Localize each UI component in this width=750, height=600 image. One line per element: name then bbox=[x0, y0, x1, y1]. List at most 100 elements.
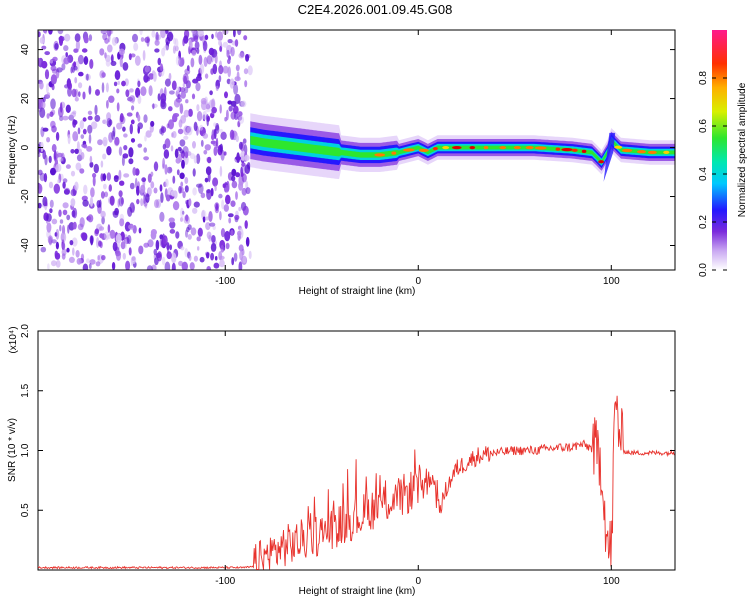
noise-speckle bbox=[139, 30, 143, 36]
noise-speckle bbox=[146, 265, 153, 270]
noise-speckle bbox=[81, 48, 88, 53]
noise-speckle bbox=[62, 242, 66, 250]
noise-speckle bbox=[123, 145, 128, 151]
noise-speckle bbox=[58, 35, 64, 46]
noise-speckle bbox=[198, 54, 203, 65]
noise-speckle bbox=[184, 86, 189, 94]
noise-speckle bbox=[203, 150, 208, 155]
noise-speckle bbox=[74, 77, 78, 84]
noise-speckle bbox=[87, 124, 93, 134]
noise-speckle bbox=[104, 118, 108, 126]
noise-speckle bbox=[183, 109, 190, 118]
snr-scale-label: (x10⁴) bbox=[8, 326, 19, 353]
noise-speckle bbox=[42, 127, 49, 132]
noise-speckle bbox=[197, 246, 200, 251]
noise-speckle bbox=[163, 149, 170, 159]
colorbar-tick-label: 0.6 bbox=[698, 119, 709, 133]
noise-speckle bbox=[235, 191, 238, 200]
noise-speckle bbox=[48, 30, 53, 35]
noise-speckle bbox=[71, 210, 76, 218]
noise-speckle bbox=[233, 30, 236, 38]
noise-speckle bbox=[88, 133, 92, 144]
noise-speckle bbox=[66, 214, 71, 221]
noise-speckle bbox=[226, 109, 229, 121]
noise-speckle bbox=[215, 85, 219, 92]
noise-speckle bbox=[247, 65, 253, 76]
ridge-hotspot bbox=[637, 150, 646, 154]
noise-speckle bbox=[182, 38, 185, 47]
noise-speckle bbox=[155, 239, 160, 251]
noise-speckle bbox=[219, 104, 222, 114]
noise-speckle bbox=[105, 59, 111, 67]
noise-speckle bbox=[172, 175, 176, 184]
noise-speckle bbox=[92, 175, 96, 187]
noise-speckle bbox=[49, 199, 54, 208]
noise-speckle bbox=[225, 194, 231, 205]
noise-speckle bbox=[80, 134, 85, 140]
noise-speckle bbox=[180, 207, 184, 219]
noise-speckle bbox=[69, 240, 74, 246]
noise-speckle bbox=[202, 133, 209, 139]
noise-speckle bbox=[121, 155, 125, 167]
noise-speckle bbox=[181, 210, 185, 215]
noise-speckle bbox=[188, 198, 192, 207]
noise-speckle bbox=[232, 105, 239, 114]
noise-speckle bbox=[38, 202, 42, 209]
noise-speckle bbox=[137, 114, 141, 122]
noise-speckle bbox=[38, 143, 41, 154]
noise-speckle bbox=[155, 31, 159, 43]
noise-speckle bbox=[164, 164, 168, 175]
noise-speckle bbox=[246, 162, 251, 170]
noise-speckle bbox=[177, 128, 184, 135]
noise-speckle bbox=[196, 104, 200, 112]
noise-speckle bbox=[223, 151, 227, 156]
noise-speckle bbox=[70, 170, 76, 177]
noise-speckle bbox=[146, 38, 150, 47]
snr-ylabel: SNR (10 * v/v) bbox=[7, 418, 18, 482]
noise-speckle bbox=[196, 183, 202, 188]
noise-speckle bbox=[42, 150, 46, 160]
noise-speckle bbox=[228, 217, 232, 224]
noise-speckle bbox=[72, 221, 77, 230]
noise-speckle bbox=[183, 125, 190, 136]
noise-speckle bbox=[101, 216, 105, 225]
noise-speckle bbox=[161, 256, 166, 266]
noise-speckle bbox=[145, 130, 152, 138]
noise-speckle bbox=[228, 105, 233, 112]
noise-speckle bbox=[179, 149, 184, 154]
noise-speckle bbox=[208, 211, 213, 222]
noise-speckle bbox=[137, 95, 142, 104]
noise-speckle bbox=[153, 187, 158, 194]
noise-speckle bbox=[38, 57, 41, 66]
noise-speckle bbox=[179, 87, 186, 93]
noise-speckle bbox=[219, 259, 225, 268]
y-tick-label: 2.0 bbox=[20, 324, 31, 338]
noise-speckle bbox=[206, 231, 212, 240]
noise-speckle bbox=[144, 36, 151, 44]
noise-speckle bbox=[218, 39, 222, 46]
noise-speckle bbox=[134, 55, 141, 66]
noise-speckle bbox=[231, 257, 235, 266]
noise-speckle bbox=[119, 115, 126, 125]
noise-speckle bbox=[166, 123, 170, 129]
noise-speckle bbox=[114, 136, 120, 146]
noise-speckle bbox=[222, 183, 226, 188]
noise-speckle bbox=[50, 74, 58, 85]
noise-speckle bbox=[219, 46, 223, 52]
noise-speckle bbox=[230, 200, 236, 207]
noise-speckle bbox=[119, 113, 124, 123]
noise-speckle bbox=[189, 262, 195, 270]
noise-speckle bbox=[112, 241, 118, 252]
noise-speckle bbox=[68, 114, 74, 121]
noise-speckle bbox=[99, 233, 104, 239]
noise-speckle bbox=[38, 183, 43, 194]
ridge-hotspot bbox=[469, 146, 476, 150]
noise-speckle bbox=[147, 239, 154, 248]
noise-speckle bbox=[220, 131, 227, 140]
noise-speckle bbox=[231, 180, 238, 189]
noise-speckle bbox=[118, 169, 122, 181]
noise-speckle bbox=[243, 35, 248, 41]
frequency-ridge-layer bbox=[250, 113, 675, 182]
noise-speckle bbox=[211, 98, 216, 110]
noise-speckle bbox=[86, 73, 89, 81]
